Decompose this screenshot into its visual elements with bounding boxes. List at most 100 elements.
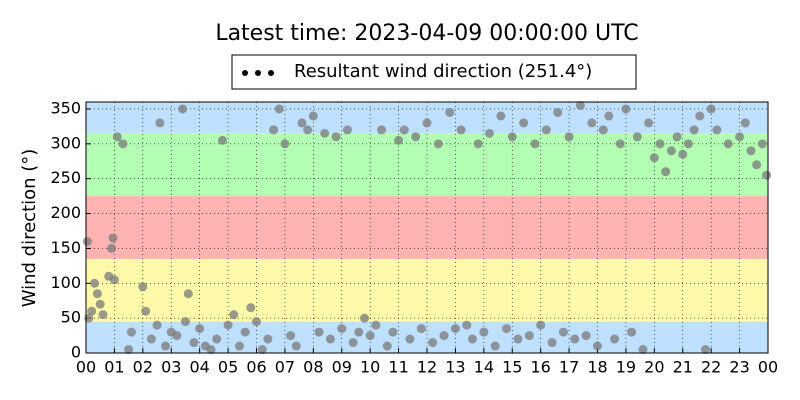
- point: [530, 139, 540, 149]
- point: [274, 104, 284, 114]
- point: [604, 111, 614, 121]
- point: [280, 139, 290, 149]
- point: [672, 132, 682, 142]
- point: [723, 139, 733, 149]
- point: [655, 139, 665, 149]
- point: [678, 149, 688, 159]
- point: [553, 107, 563, 117]
- y-tick-label: 150: [50, 238, 81, 257]
- point: [558, 327, 568, 337]
- legend-box: [231, 54, 637, 90]
- point: [394, 135, 404, 145]
- point: [246, 303, 256, 313]
- point: [666, 146, 676, 156]
- point: [683, 139, 693, 149]
- point: [297, 118, 307, 128]
- y-tick-label: 250: [50, 168, 81, 187]
- point: [308, 111, 318, 121]
- point: [610, 334, 620, 344]
- point: [416, 324, 426, 334]
- point: [377, 125, 387, 135]
- point: [439, 331, 449, 341]
- point: [485, 128, 495, 138]
- point: [456, 125, 466, 135]
- x-tick-label: 14: [474, 358, 494, 377]
- point: [206, 345, 216, 355]
- point: [325, 334, 335, 344]
- point: [507, 132, 517, 142]
- point: [286, 331, 296, 341]
- point: [433, 139, 443, 149]
- x-tick-label: 15: [502, 358, 522, 377]
- point: [183, 289, 193, 299]
- point: [644, 118, 654, 128]
- point: [445, 107, 455, 117]
- point: [621, 104, 631, 114]
- point: [519, 118, 529, 128]
- point: [189, 338, 199, 348]
- point: [422, 118, 432, 128]
- point: [649, 153, 659, 163]
- point: [348, 338, 358, 348]
- point: [314, 327, 324, 337]
- point: [98, 310, 108, 320]
- legend-marker: [242, 70, 248, 76]
- point: [689, 125, 699, 135]
- x-tick-label: 06: [246, 358, 266, 377]
- point: [564, 132, 574, 142]
- point: [541, 125, 551, 135]
- point: [141, 306, 151, 316]
- x-tick-label: 13: [445, 358, 465, 377]
- point: [320, 128, 330, 138]
- x-tick-label: 03: [161, 358, 181, 377]
- x-tick-label: 21: [673, 358, 693, 377]
- point: [92, 289, 102, 299]
- point: [240, 327, 250, 337]
- legend-marker: [268, 70, 274, 76]
- x-tick-label: 09: [332, 358, 352, 377]
- point: [291, 341, 301, 351]
- point: [126, 327, 136, 337]
- point: [479, 327, 489, 337]
- point: [467, 334, 477, 344]
- legend-label: Resultant wind direction (251.4°): [294, 61, 592, 82]
- point: [547, 338, 557, 348]
- point: [587, 118, 597, 128]
- point: [90, 278, 100, 288]
- point: [359, 313, 369, 323]
- point: [118, 139, 128, 149]
- y-tick-label: 0: [71, 343, 81, 362]
- point: [112, 132, 122, 142]
- point: [581, 331, 591, 341]
- point: [399, 125, 409, 135]
- point: [212, 334, 222, 344]
- point: [195, 324, 205, 334]
- point: [180, 317, 190, 327]
- point: [152, 320, 162, 330]
- point: [735, 132, 745, 142]
- point: [109, 275, 119, 285]
- y-axis-label: Wind direction (°): [19, 149, 40, 308]
- point: [700, 345, 710, 355]
- point: [303, 125, 313, 135]
- x-tick-label: 10: [360, 358, 380, 377]
- point: [172, 331, 182, 341]
- point: [661, 167, 671, 177]
- point: [84, 313, 94, 323]
- point: [411, 132, 421, 142]
- y-tick-label: 50: [61, 308, 81, 327]
- point: [615, 139, 625, 149]
- point: [331, 132, 341, 142]
- chart-title: Latest time: 2023-04-09 00:00:00 UTC: [215, 21, 638, 46]
- x-tick-label: 00: [758, 358, 778, 377]
- point: [269, 125, 279, 135]
- point: [740, 118, 750, 128]
- x-tick-label: 23: [729, 358, 749, 377]
- point: [229, 310, 239, 320]
- point: [462, 320, 472, 330]
- point: [382, 341, 392, 351]
- point: [524, 331, 534, 341]
- point: [473, 139, 483, 149]
- y-tick-label: 350: [50, 98, 81, 117]
